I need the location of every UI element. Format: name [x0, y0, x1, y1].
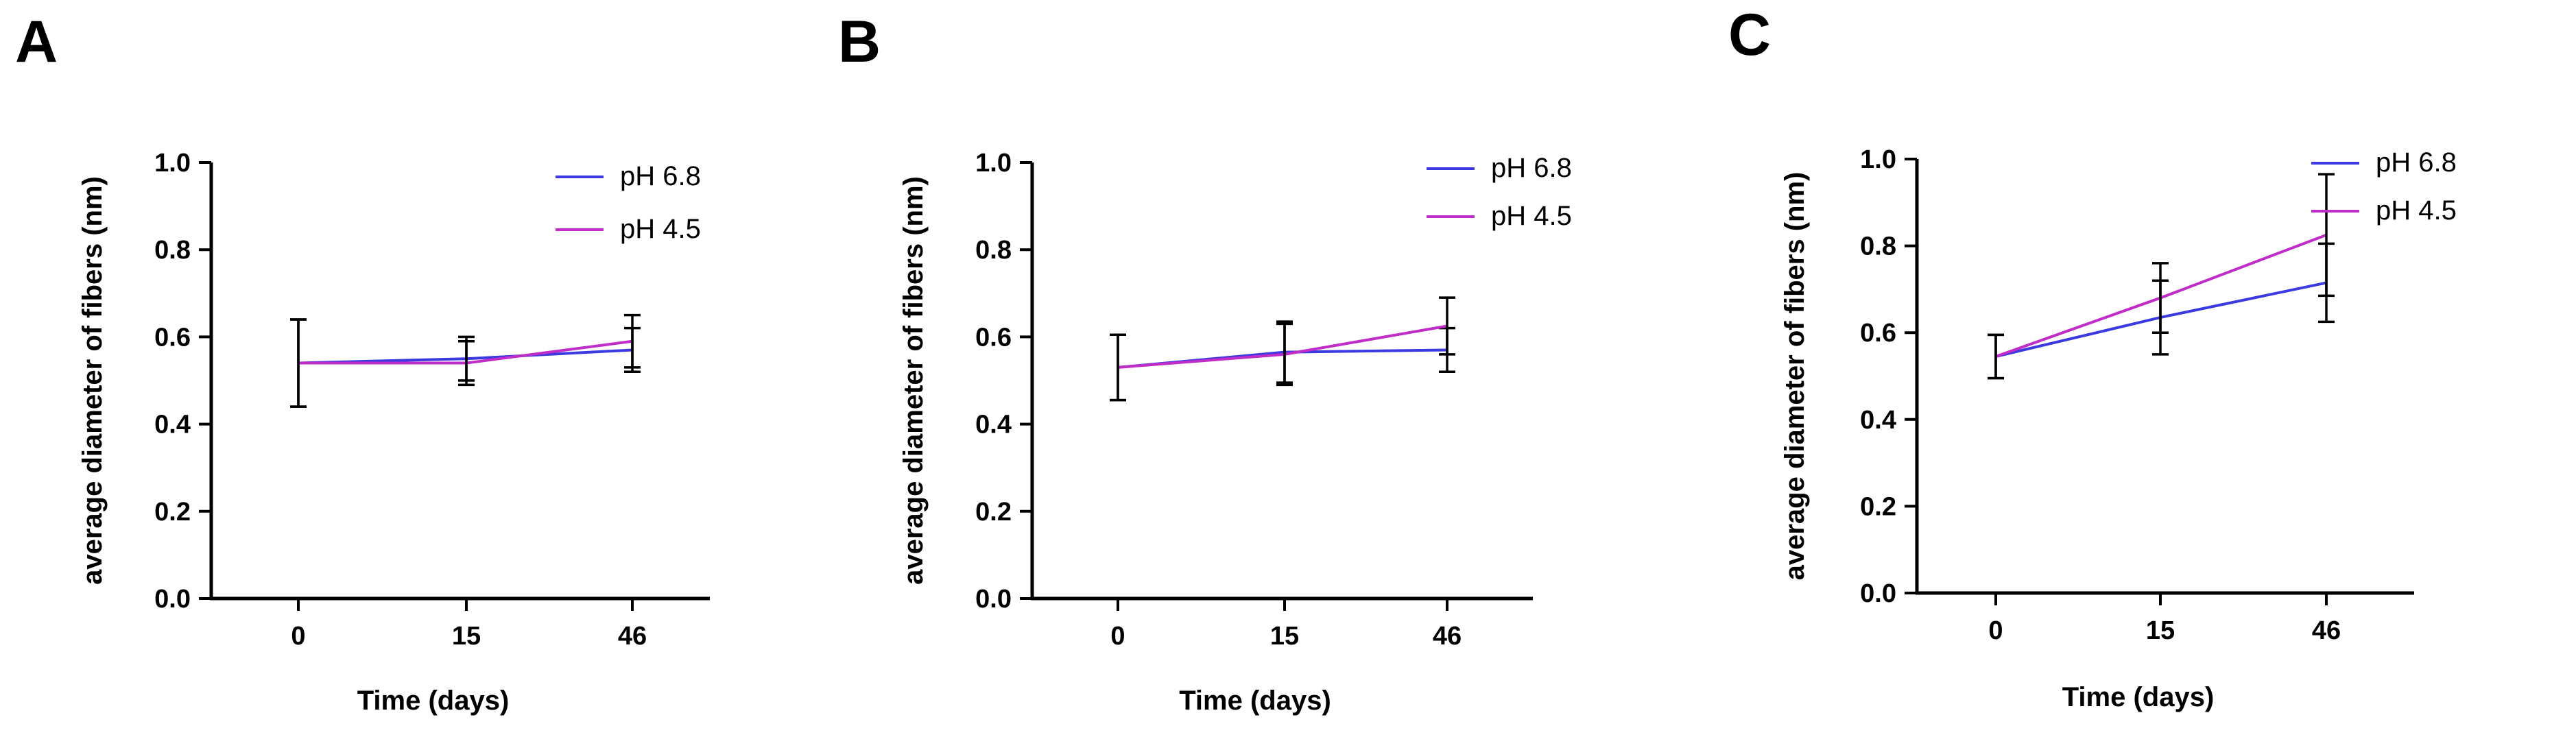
chart-panel-c: C 0.0 0.2 0.4 0.6 0.8 1.0 0 15 46 Time (days) avera… [1728, 2, 2457, 712]
legend-entry: pH 6.8 [556, 161, 701, 191]
x-tick-label: 46 [618, 622, 647, 651]
error-bar [458, 340, 475, 387]
y-axis-title: average diameter of fibers (nm) [1780, 172, 1810, 581]
legend-label: pH 4.5 [2376, 195, 2457, 226]
y-tick-label: 0.4 [975, 411, 1012, 439]
x-axis-title: Time (days) [357, 686, 510, 716]
panel-letter: A [15, 9, 58, 75]
x-axis-title: Time (days) [1179, 686, 1331, 716]
y-tick-label: 0.2 [975, 498, 1012, 527]
error-bar [1988, 333, 2004, 380]
y-axis-title: average diameter of fibers (nm) [898, 176, 929, 585]
y-tick-label: 0.2 [154, 498, 191, 527]
y-tick-label: 0.0 [975, 585, 1012, 614]
y-tick-label: 0.0 [154, 585, 191, 614]
y-tick-label: 0.8 [154, 236, 191, 265]
legend-entry: pH 4.5 [1427, 201, 1572, 231]
x-tick-label: 0 [1110, 622, 1125, 651]
x-tick-label: 46 [1433, 622, 1462, 651]
y-tick-label: 0.6 [1860, 319, 1896, 348]
x-tick-label: 46 [2312, 616, 2341, 645]
x-tick-label: 15 [2146, 616, 2175, 645]
y-tick-label: 1.0 [975, 149, 1012, 178]
x-tick-label: 15 [1270, 622, 1299, 651]
y-tick-label: 0.0 [1860, 579, 1896, 608]
error-bar [1110, 333, 1126, 402]
series-line-ph-4-5 [1117, 324, 1448, 369]
x-tick-label: 0 [1988, 616, 2003, 645]
legend-entry: pH 4.5 [2311, 195, 2457, 226]
legend-label: pH 4.5 [1491, 201, 1572, 231]
error-bar [1276, 322, 1293, 387]
legend-label: pH 6.8 [2376, 147, 2457, 178]
y-tick-label: 0.8 [1860, 232, 1896, 261]
chart-panel-b: B 0.0 0.2 0.4 0.6 0.8 1.0 0 15 46 Time (days) avera… [838, 9, 1572, 716]
y-tick-label: 0.6 [975, 323, 1012, 352]
legend-label: pH 6.8 [620, 161, 701, 191]
legend-label: pH 4.5 [620, 214, 701, 244]
error-bar [624, 313, 641, 369]
legend-entry: pH 6.8 [1427, 153, 1572, 183]
x-tick-label: 15 [452, 622, 481, 651]
legend-label: pH 6.8 [1491, 153, 1572, 183]
x-axis-title: Time (days) [2062, 682, 2215, 712]
error-bar [2152, 262, 2169, 334]
y-axis-title: average diameter of fibers (nm) [77, 176, 108, 585]
panel-letter: B [838, 9, 881, 75]
chart-panel-a: A 0.0 0.2 0.4 0.6 0.8 1.0 0 15 46 Time (days) avera… [15, 9, 710, 716]
error-bar [2318, 173, 2335, 298]
panel-letter: C [1728, 2, 1771, 68]
y-tick-label: 1.0 [1860, 145, 1896, 174]
y-tick-label: 0.6 [154, 323, 191, 352]
error-bar [290, 318, 307, 408]
legend-entry: pH 6.8 [2311, 147, 2457, 178]
error-bar [1439, 296, 1455, 356]
y-tick-label: 0.4 [1860, 406, 1896, 435]
legend-entry: pH 4.5 [556, 214, 701, 244]
y-tick-label: 0.8 [975, 236, 1012, 265]
y-tick-label: 1.0 [154, 149, 191, 178]
y-tick-label: 0.4 [154, 411, 191, 439]
y-tick-label: 0.2 [1860, 492, 1896, 521]
x-tick-label: 0 [291, 622, 305, 651]
